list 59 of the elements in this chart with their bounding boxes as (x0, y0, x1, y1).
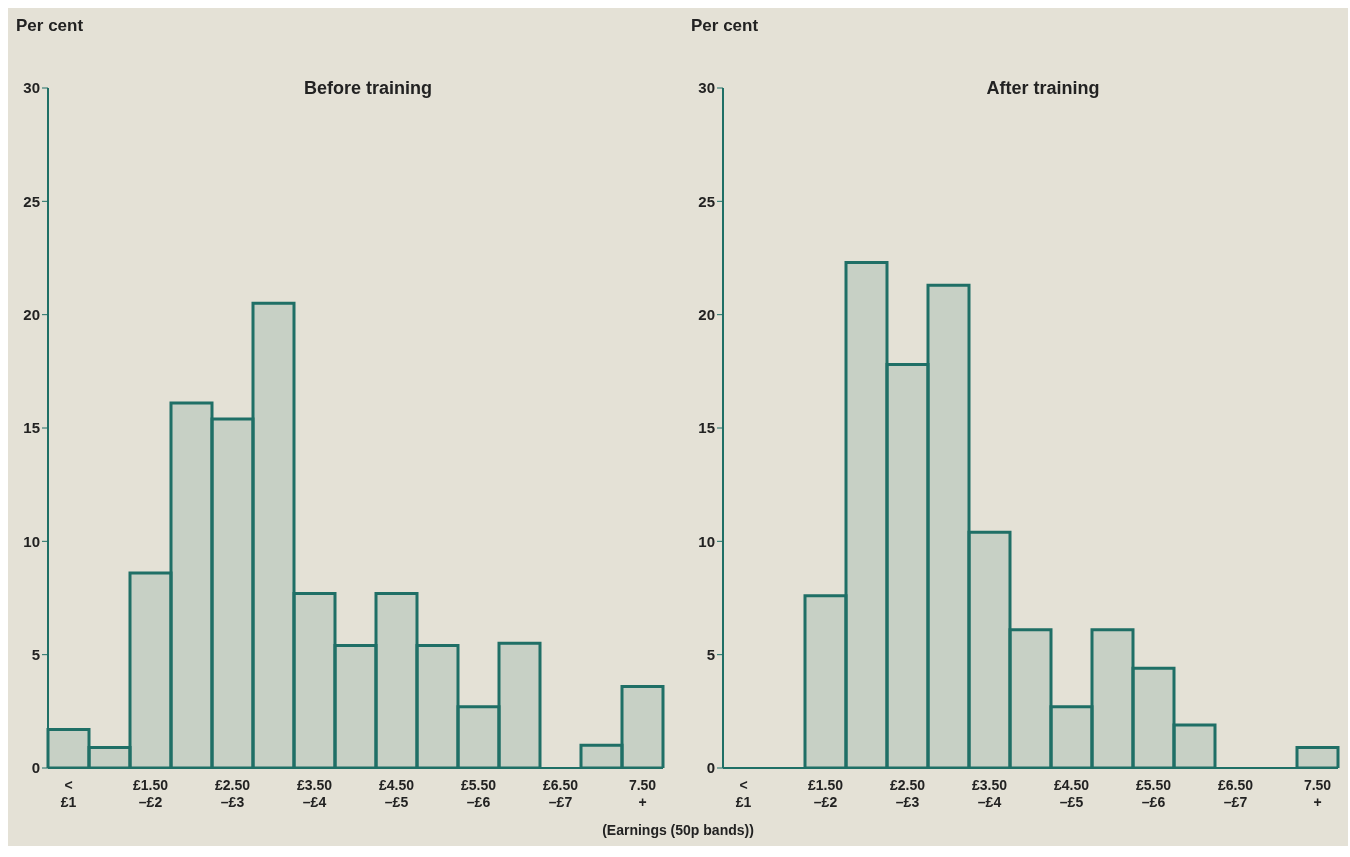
x-tick-label: £3.50 –£4 (296, 777, 333, 810)
bar (926, 283, 971, 768)
x-tick-label: < £1 (60, 777, 77, 810)
bar (456, 705, 501, 768)
y-tick-label: 25 (698, 192, 715, 210)
x-tick-label: £5.50 –£6 (460, 777, 497, 810)
bar (415, 644, 460, 768)
bar (1131, 666, 1176, 768)
x-tick-label: 7.50 + (1303, 777, 1332, 810)
x-tick-label: 7.50 + (628, 777, 657, 810)
bar (251, 301, 296, 768)
x-axis-title: (Earnings (50p bands)) (601, 821, 755, 840)
x-tick-label: £4.50 –£5 (378, 777, 415, 810)
bar (885, 363, 930, 768)
bar (374, 591, 419, 768)
x-tick-label: £1.50 –£2 (807, 777, 844, 810)
y-tick-label: 30 (698, 79, 715, 97)
bar (803, 594, 848, 768)
x-tick-label: £2.50 –£3 (214, 777, 251, 810)
y-tick-label: 25 (23, 192, 40, 210)
y-tick-label: 20 (23, 305, 40, 323)
y-tick-label: 10 (23, 532, 40, 550)
x-tick-label: £4.50 –£5 (1053, 777, 1090, 810)
bar (620, 684, 665, 768)
y-tick-label: 0 (706, 759, 715, 777)
bar (1295, 746, 1340, 768)
y-tick-label: 15 (23, 419, 40, 437)
chart-title: After training (985, 78, 1101, 99)
bar (967, 530, 1012, 768)
y-tick-label: 5 (31, 645, 40, 663)
y-tick-label: 5 (706, 645, 715, 663)
bar (497, 641, 542, 768)
x-tick-label: £6.50 –£7 (1217, 777, 1254, 810)
x-tick-label: £2.50 –£3 (889, 777, 926, 810)
x-tick-label: £3.50 –£4 (971, 777, 1008, 810)
x-tick-label: £1.50 –£2 (132, 777, 169, 810)
chart-title: Before training (303, 78, 433, 99)
bar (128, 571, 173, 768)
bar (87, 746, 132, 768)
y-tick-label: 0 (31, 759, 40, 777)
bar (333, 644, 378, 768)
y-tick-label: 20 (698, 305, 715, 323)
x-tick-label: £6.50 –£7 (542, 777, 579, 810)
bar (210, 417, 255, 768)
y-tick-label: 10 (698, 532, 715, 550)
bar (46, 727, 91, 768)
bar (292, 591, 337, 768)
bar (1008, 628, 1053, 768)
y-axis-title: Per cent (16, 16, 84, 36)
bar (169, 401, 214, 768)
bar (844, 261, 889, 768)
x-tick-label: £5.50 –£6 (1135, 777, 1172, 810)
y-tick-label: 15 (698, 419, 715, 437)
bar (1172, 723, 1217, 768)
bar (1049, 705, 1094, 768)
x-tick-label: < £1 (735, 777, 752, 810)
y-tick-label: 30 (23, 79, 40, 97)
y-axis-title: Per cent (691, 16, 759, 36)
bar (1090, 628, 1135, 768)
